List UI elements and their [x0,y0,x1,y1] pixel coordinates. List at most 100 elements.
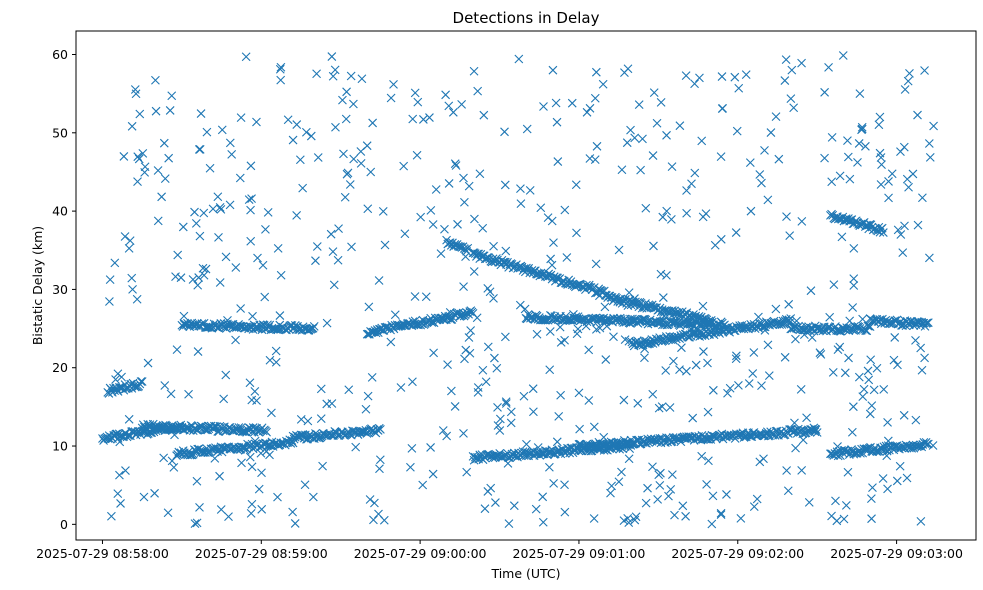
detection-point [708,385,718,395]
detection-point [119,152,129,161]
detection-point [426,443,435,452]
detection-point [224,512,233,522]
detection-point [299,433,309,443]
detection-point [231,335,240,345]
detection-point [643,483,652,493]
detection-point [286,439,296,448]
detection-point [798,435,808,445]
detection-point [538,517,548,527]
detection-point [785,231,795,241]
detection-point [368,118,378,128]
detection-point [716,510,726,520]
detection-point [599,432,609,442]
detection-point [581,321,591,331]
detection-point [857,122,867,132]
detection-point [790,418,799,428]
detection-point [194,145,204,154]
detection-point [592,141,602,151]
detection-point [622,138,632,148]
detection-point [602,321,612,331]
detection-point [682,208,692,218]
detection-point [425,113,434,122]
detection-point [327,52,337,61]
detection-point [275,64,285,74]
detection-point [461,345,471,355]
detection-point [898,248,908,258]
x-tick-label: 2025-07-29 08:58:00 [36,546,169,561]
detection-point [624,518,634,528]
detection-point [115,470,124,480]
detection-point [260,292,270,302]
detection-point [760,145,769,155]
detection-point [698,301,708,311]
detection-point [247,194,256,203]
detection-point [595,291,604,301]
detection-point [584,345,594,355]
detection-point [519,391,529,401]
detection-point [833,345,843,355]
detection-point [199,270,209,280]
detection-point [110,258,120,268]
y-axis: 0 10 20 30 40 50 60 [52,47,76,532]
detection-point [443,313,453,323]
detection-point [252,117,261,127]
detection-point [378,207,388,216]
detection-point [501,399,511,408]
detection-point [428,469,438,479]
detection-point [841,500,851,510]
detection-point [253,253,262,263]
detection-point [252,396,261,406]
detection-point [492,363,502,373]
detection-point [361,404,371,414]
detection-point [214,232,223,242]
detection-point [366,167,376,177]
detection-point [160,381,170,390]
detection-point [533,443,543,452]
detection-point [675,121,685,131]
detection-point [489,293,498,303]
detection-point [527,266,537,275]
detection-point [412,150,422,160]
detection-point [911,335,920,345]
detection-point [457,100,467,109]
detection-point [766,128,776,137]
detection-point [548,65,558,75]
detection-point [682,366,691,376]
detection-point [617,467,626,477]
detection-point [329,280,339,290]
detection-point [140,168,150,177]
detection-point [344,385,354,395]
detection-point [797,465,807,475]
detection-point [400,229,410,239]
detection-point [204,421,214,431]
detection-point [193,280,203,290]
detection-point [215,278,225,287]
detection-point [723,388,732,398]
detection-point [613,314,623,324]
detection-point [338,95,347,105]
detection-point [342,169,352,179]
detection-point [865,409,875,419]
detection-point [500,257,510,267]
detection-point [190,207,199,217]
detection-point [369,515,378,525]
detection-point [290,432,300,442]
detection-point [848,303,858,312]
detection-point [483,487,493,496]
detection-point [551,98,561,108]
detection-point [791,334,800,344]
detection-point [500,332,510,342]
detection-point [614,477,624,487]
detection-point [749,348,759,357]
detection-point [159,138,169,148]
detection-point [421,292,431,302]
detection-point [899,410,909,420]
detection-point [804,497,814,507]
detection-point [193,347,203,356]
detection-point [240,445,250,455]
detection-point [554,411,564,421]
detection-point [127,427,136,437]
detection-point [151,106,161,116]
detection-point [153,166,163,175]
detection-point [153,216,163,226]
